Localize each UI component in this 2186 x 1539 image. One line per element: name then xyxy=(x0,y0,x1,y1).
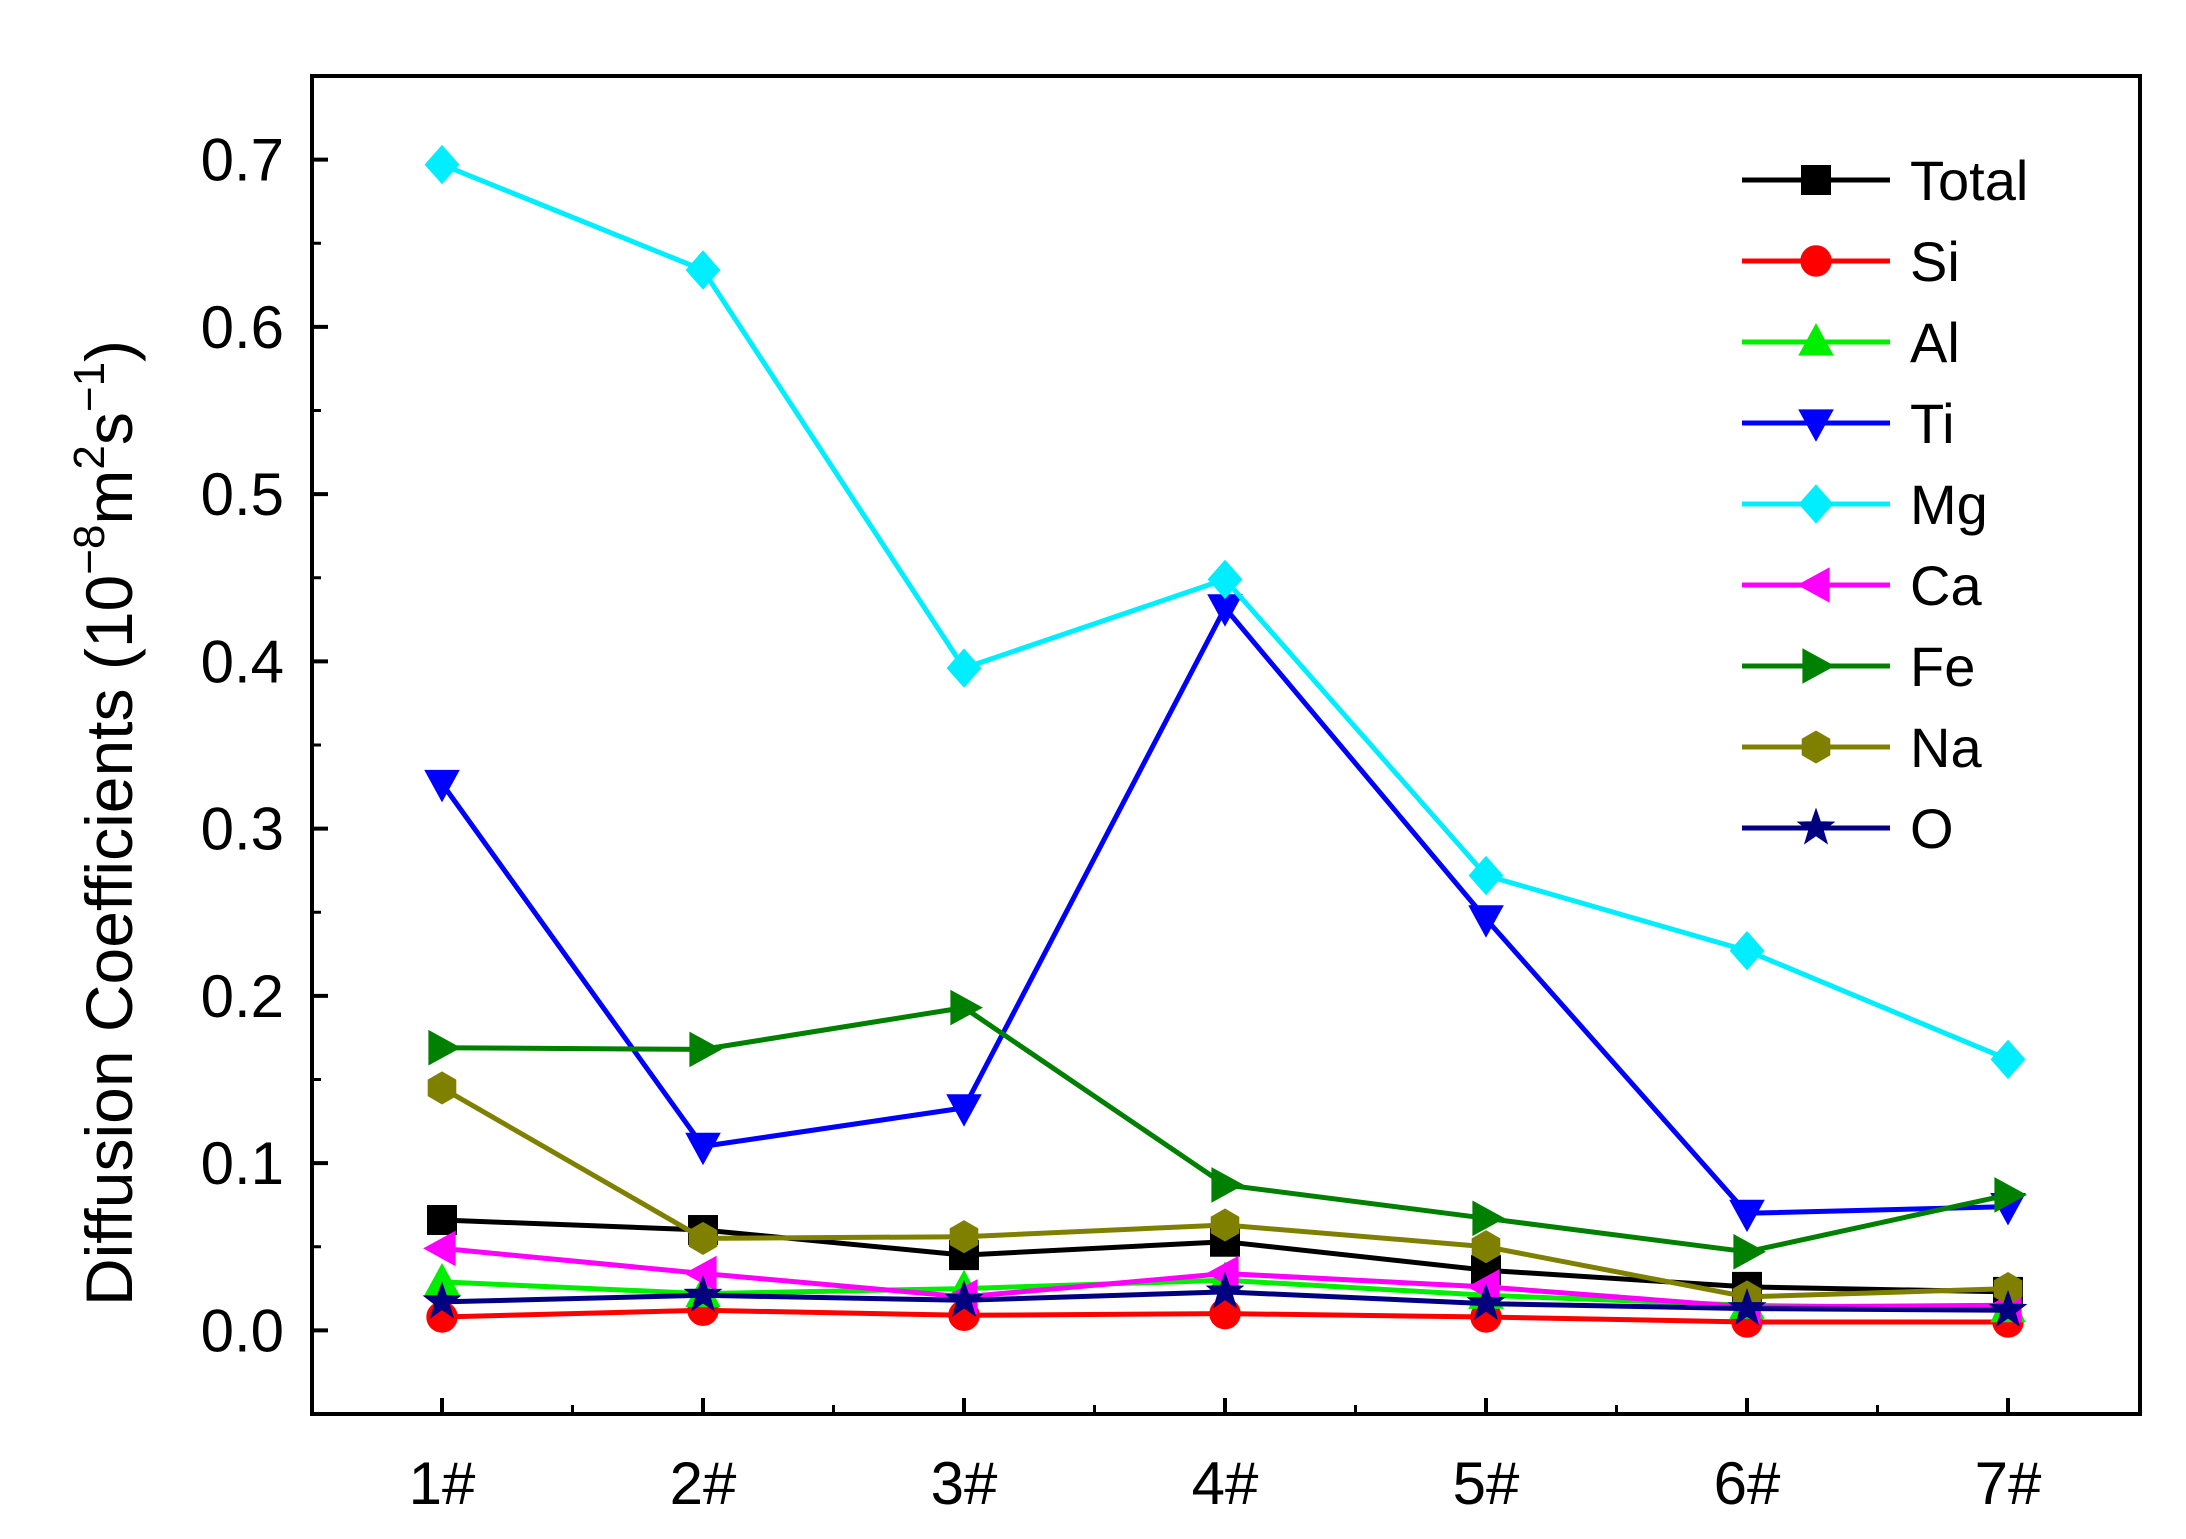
axes: 0.0 0.1 0.2 0.3 0.4 0.5 0.6 0.7 1# 2# 3# 4# 5# 6# 7# xyxy=(201,74,2142,1517)
x-tick-label: 7# xyxy=(1975,1450,2042,1517)
legend-item-ti: Ti xyxy=(1742,392,1955,455)
data-point-o xyxy=(1205,1271,1245,1309)
y-tick-label: 0.5 xyxy=(201,461,284,528)
data-point-ti xyxy=(424,769,460,803)
y-tick-label: 0.1 xyxy=(201,1130,284,1197)
y-tick-label: 0.7 xyxy=(201,127,284,194)
data-point-total xyxy=(427,1204,457,1235)
x-tick-label: 5# xyxy=(1453,1450,1520,1517)
legend-marker-ca xyxy=(1797,567,1830,603)
series-layer xyxy=(422,144,2028,1338)
x-tick-label: 1# xyxy=(409,1450,476,1517)
x-tick-label: 3# xyxy=(931,1450,998,1517)
legend-item-ca: Ca xyxy=(1742,554,1982,617)
legend-marker-si xyxy=(1800,245,1832,277)
data-point-ca xyxy=(423,1230,456,1267)
data-point-ti xyxy=(1468,905,1504,938)
data-point-o xyxy=(1466,1283,1506,1321)
y-tick-label: 0.2 xyxy=(201,963,284,1030)
legend-label-si: Si xyxy=(1910,230,1960,293)
data-point-na xyxy=(949,1220,979,1254)
data-point-fe xyxy=(1211,1167,1244,1203)
data-point-o xyxy=(1988,1289,2028,1327)
series-mg xyxy=(424,144,2026,1080)
legend-item-al: Al xyxy=(1742,311,1960,374)
data-point-fe xyxy=(1472,1200,1505,1237)
legend-marker-mg xyxy=(1798,484,1834,524)
y-tick-label: 0.3 xyxy=(201,796,284,863)
legend-label-fe: Fe xyxy=(1910,635,1975,698)
legend-item-fe: Fe xyxy=(1742,635,1975,698)
legend-label-al: Al xyxy=(1910,311,1960,374)
legend-label-total: Total xyxy=(1910,149,2028,212)
data-point-ti xyxy=(685,1132,721,1166)
series-si xyxy=(426,1294,2024,1338)
data-point-mg xyxy=(1990,1039,2026,1080)
series-o xyxy=(422,1271,2028,1327)
legend-item-si: Si xyxy=(1742,230,1960,293)
legend-label-ti: Ti xyxy=(1910,392,1955,455)
legend-item-total: Total xyxy=(1742,149,2028,212)
data-point-mg xyxy=(1729,930,1765,971)
data-point-mg xyxy=(1468,855,1504,896)
data-point-ti xyxy=(1729,1199,1765,1233)
y-tick-label: 0.4 xyxy=(201,628,284,695)
data-point-na xyxy=(427,1071,457,1105)
legend-label-ca: Ca xyxy=(1910,554,1982,617)
data-point-fe xyxy=(689,1031,722,1068)
data-point-o xyxy=(1727,1288,1767,1326)
data-point-mg xyxy=(1207,559,1243,600)
series-fe xyxy=(428,989,2027,1270)
data-point-o xyxy=(422,1281,462,1319)
legend-marker-al xyxy=(1798,323,1834,356)
data-point-mg xyxy=(685,250,721,290)
data-point-o xyxy=(683,1274,723,1312)
legend: Total Si Al Ti Mg Ca Fe Na O xyxy=(1742,149,2028,860)
x-tick-label: 4# xyxy=(1192,1450,1259,1517)
data-point-fe xyxy=(1994,1177,2027,1213)
data-point-mg xyxy=(424,144,460,185)
data-point-fe xyxy=(1733,1234,1766,1270)
series-ti xyxy=(424,594,2026,1233)
legend-item-mg: Mg xyxy=(1742,473,1988,536)
data-point-na xyxy=(1471,1230,1501,1264)
legend-marker-ti xyxy=(1798,409,1834,442)
x-tick-label: 6# xyxy=(1714,1450,1781,1517)
legend-marker-na xyxy=(1801,730,1831,764)
legend-marker-total xyxy=(1801,165,1831,195)
x-tick-label: 2# xyxy=(670,1450,737,1517)
series-line-ti xyxy=(439,605,2009,1216)
legend-item-na: Na xyxy=(1742,716,1982,779)
legend-marker-fe xyxy=(1802,648,1835,684)
data-point-na xyxy=(688,1221,718,1255)
y-axis-title: Diffusion Coefficients (10−8m2s−1) xyxy=(65,340,146,1306)
data-point-o xyxy=(944,1279,984,1317)
legend-label-mg: Mg xyxy=(1910,473,1988,536)
y-tick-label: 0.0 xyxy=(201,1297,284,1364)
legend-marker-o xyxy=(1796,807,1836,845)
y-tick-label: 0.6 xyxy=(201,294,284,361)
data-point-ti xyxy=(946,1094,982,1127)
data-point-na xyxy=(1210,1208,1240,1242)
data-point-fe xyxy=(428,1029,461,1066)
data-point-mg xyxy=(946,648,982,688)
legend-item-o: O xyxy=(1742,797,1954,860)
legend-label-o: O xyxy=(1910,797,1954,860)
legend-label-na: Na xyxy=(1910,716,1982,779)
data-point-fe xyxy=(950,989,983,1026)
